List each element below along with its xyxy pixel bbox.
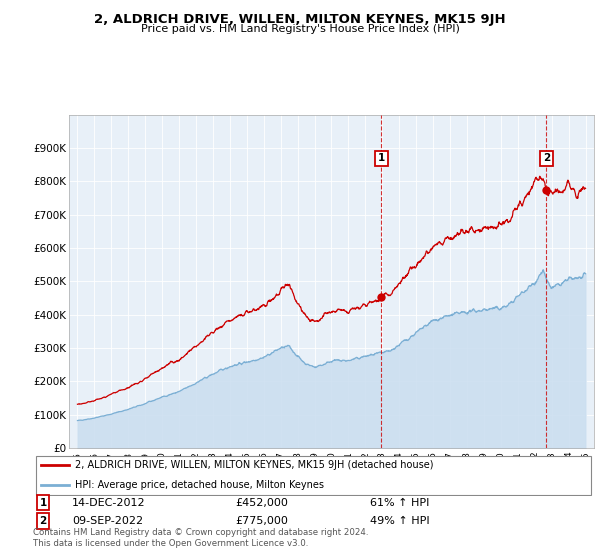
Text: 14-DEC-2012: 14-DEC-2012 <box>72 498 146 508</box>
FancyBboxPatch shape <box>36 455 591 495</box>
Text: 61% ↑ HPI: 61% ↑ HPI <box>370 498 429 508</box>
Text: £452,000: £452,000 <box>235 498 288 508</box>
Text: 2: 2 <box>40 516 47 526</box>
Text: Price paid vs. HM Land Registry's House Price Index (HPI): Price paid vs. HM Land Registry's House … <box>140 24 460 34</box>
Text: £775,000: £775,000 <box>235 516 288 526</box>
Text: 09-SEP-2022: 09-SEP-2022 <box>72 516 143 526</box>
Text: 1: 1 <box>40 498 47 508</box>
Text: 2: 2 <box>543 153 550 163</box>
Text: 2, ALDRICH DRIVE, WILLEN, MILTON KEYNES, MK15 9JH: 2, ALDRICH DRIVE, WILLEN, MILTON KEYNES,… <box>94 13 506 26</box>
Text: Contains HM Land Registry data © Crown copyright and database right 2024.
This d: Contains HM Land Registry data © Crown c… <box>33 528 368 548</box>
Text: 2, ALDRICH DRIVE, WILLEN, MILTON KEYNES, MK15 9JH (detached house): 2, ALDRICH DRIVE, WILLEN, MILTON KEYNES,… <box>75 460 434 470</box>
Text: 49% ↑ HPI: 49% ↑ HPI <box>370 516 429 526</box>
Text: HPI: Average price, detached house, Milton Keynes: HPI: Average price, detached house, Milt… <box>75 480 324 491</box>
Text: 1: 1 <box>378 153 385 163</box>
